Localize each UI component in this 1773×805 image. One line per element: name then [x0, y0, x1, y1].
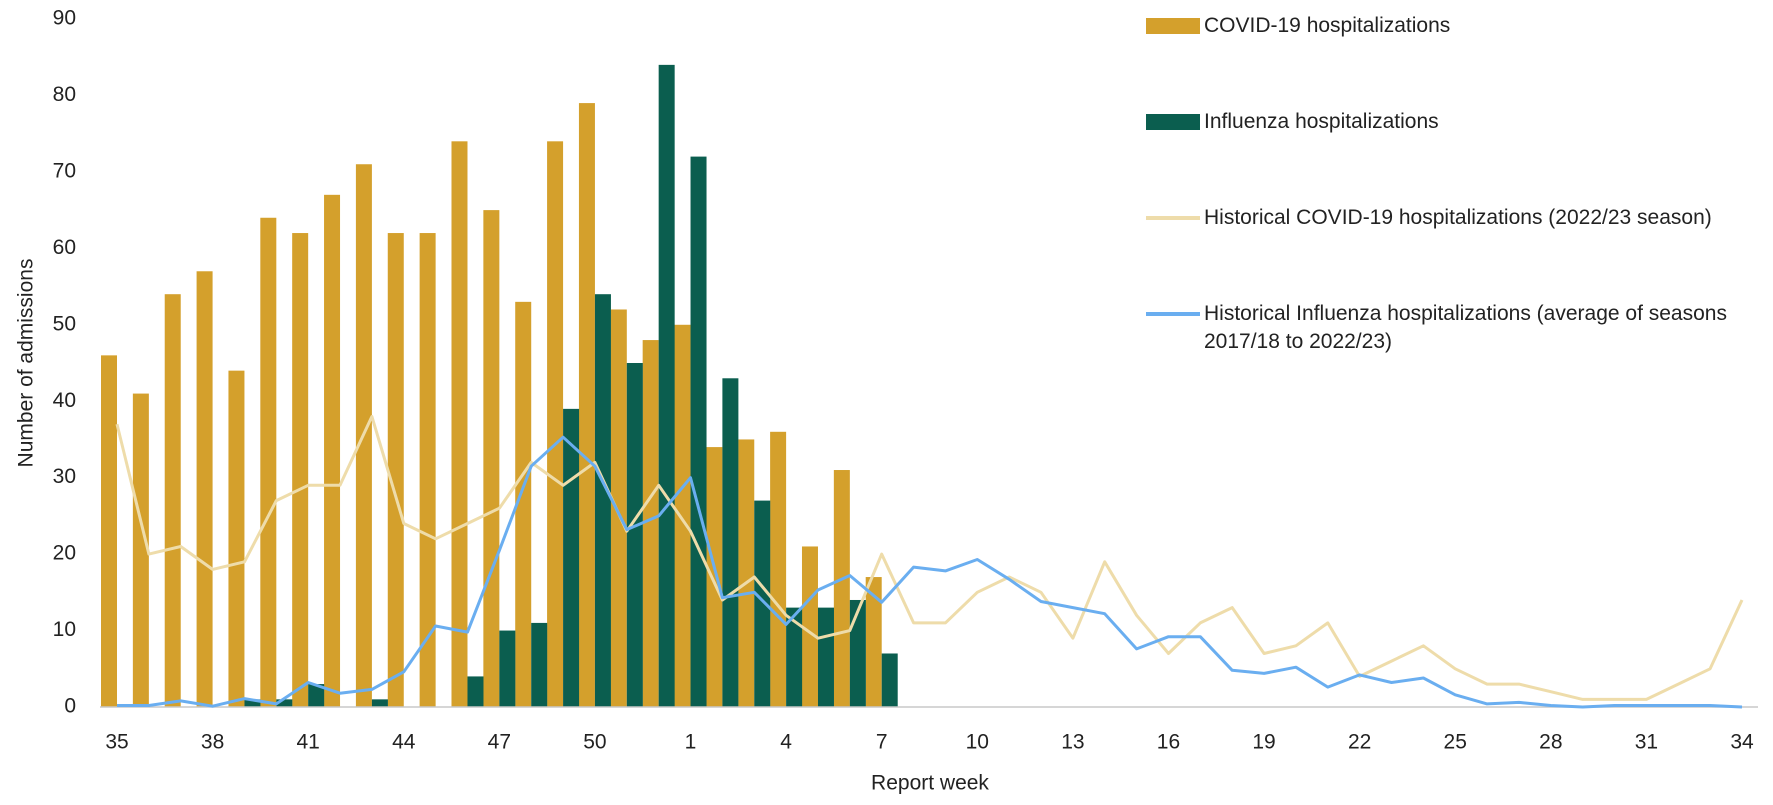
x-axis-label: Report week: [871, 772, 989, 795]
bar: [754, 500, 771, 707]
bar: [690, 156, 707, 708]
x-tick-label: 44: [392, 731, 416, 754]
x-tick-label: 22: [1348, 731, 1371, 754]
bar: [467, 676, 484, 707]
y-tick-label: 50: [53, 312, 76, 335]
y-tick-label: 0: [64, 695, 76, 718]
x-tick-label: 13: [1061, 731, 1084, 754]
legend-item: COVID-19 hospitalizations: [1146, 12, 1754, 40]
x-tick-label: 7: [876, 731, 888, 754]
bar: [849, 599, 866, 707]
bar: [164, 294, 181, 707]
bar: [738, 439, 755, 707]
bar: [244, 699, 261, 707]
bar: [626, 363, 643, 707]
bar: [706, 447, 723, 707]
bar: [308, 684, 325, 707]
bar: [786, 607, 803, 707]
y-tick-label: 90: [53, 7, 76, 30]
bar: [371, 699, 388, 707]
bar: [881, 653, 898, 707]
legend-swatch: [1146, 18, 1200, 34]
x-tick-label: 10: [966, 731, 989, 754]
y-tick-label: 80: [53, 83, 76, 106]
bar: [642, 340, 659, 707]
legend-item: Historical Influenza hospitalizations (a…: [1146, 300, 1754, 356]
y-axis-label: Number of admissions: [15, 259, 38, 468]
bar: [196, 271, 213, 707]
line: [117, 435, 1743, 709]
y-tick-label: 60: [53, 236, 76, 259]
bar: [865, 577, 882, 707]
x-tick-label: 38: [201, 731, 224, 754]
y-tick-label: 70: [53, 159, 76, 182]
bar: [483, 210, 500, 707]
x-tick-label: 34: [1730, 731, 1754, 754]
line: [115, 415, 1744, 701]
x-tick-label: 19: [1252, 731, 1275, 754]
x-tick-label: 28: [1539, 731, 1562, 754]
x-tick-label: 41: [296, 731, 319, 754]
bar: [547, 141, 564, 708]
x-tick-label: 4: [780, 731, 792, 754]
bar: [801, 546, 818, 707]
legend-label: Historical Influenza hospitalizations (a…: [1204, 302, 1727, 353]
x-tick-label: 16: [1157, 731, 1180, 754]
legend-swatch: [1146, 216, 1200, 220]
legend-item: Historical COVID-19 hospitalizations (20…: [1146, 204, 1754, 232]
bar: [515, 301, 532, 707]
y-tick-label: 20: [53, 542, 76, 565]
bar: [770, 431, 787, 707]
y-tick-label: 10: [53, 618, 76, 641]
x-tick-label: 25: [1444, 731, 1467, 754]
bar: [531, 622, 548, 707]
bar: [722, 378, 739, 707]
legend-label: COVID-19 hospitalizations: [1204, 14, 1451, 37]
x-tick-label: 47: [488, 731, 511, 754]
bar: [563, 408, 580, 707]
bar: [817, 607, 834, 707]
x-tick-label: 31: [1635, 731, 1658, 754]
y-tick-label: 30: [53, 465, 76, 488]
bar: [101, 355, 117, 707]
bar: [499, 630, 516, 707]
bar: [387, 233, 404, 708]
x-tick-label: 35: [105, 731, 128, 754]
bar: [610, 309, 627, 707]
legend-label: Historical COVID-19 hospitalizations (20…: [1204, 206, 1712, 229]
legend-label: Influenza hospitalizations: [1204, 110, 1439, 133]
bar: [658, 64, 675, 707]
bar: [594, 294, 611, 707]
y-tick-label: 40: [53, 389, 76, 412]
legend-swatch: [1146, 312, 1200, 316]
bar: [674, 324, 691, 707]
bar: [276, 699, 293, 707]
bar: [419, 233, 436, 708]
bar: [578, 103, 595, 708]
legend-item: Influenza hospitalizations: [1146, 108, 1754, 136]
x-tick-label: 50: [583, 731, 606, 754]
bar: [228, 370, 245, 707]
bar: [833, 470, 850, 707]
legend-swatch: [1146, 114, 1200, 130]
bar: [451, 141, 468, 708]
bar: [132, 393, 149, 707]
bar: [292, 233, 309, 708]
x-tick-label: 1: [685, 731, 697, 754]
bar: [324, 194, 341, 708]
bar: [260, 217, 277, 707]
